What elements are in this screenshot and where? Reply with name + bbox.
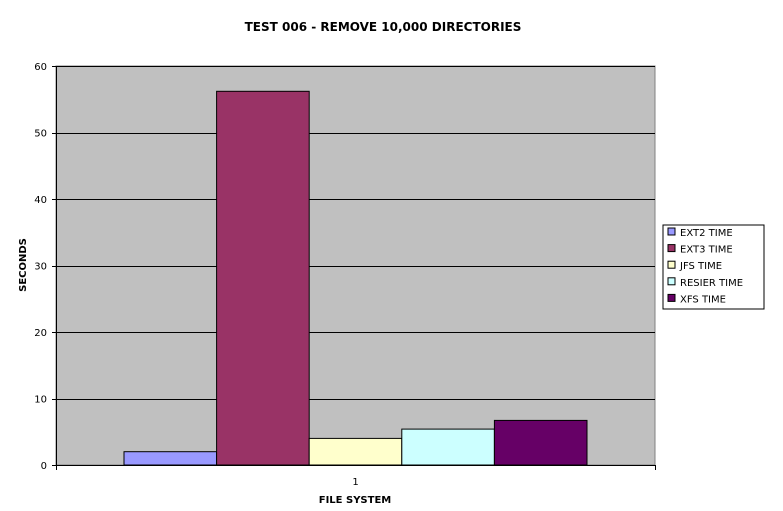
bar-xfs-time [493,419,588,466]
y-tick-label: 20 [34,328,47,339]
legend-swatch [667,277,676,286]
chart-title: TEST 006 - REMOVE 10,000 DIRECTORIES [245,20,522,34]
bar-ext2-time [123,451,218,466]
y-tick-label: 10 [34,395,47,406]
legend-swatch [667,260,676,269]
legend-label: JFS TIME [679,261,722,272]
y-tick-label: 0 [41,461,47,472]
x-axis-label: FILE SYSTEM [319,495,392,506]
legend-label: RESIER TIME [680,278,743,289]
x-tick-labels: 1 [352,477,358,488]
axes [52,66,656,470]
legend-swatch [667,227,676,236]
y-tick-label: 40 [34,195,47,206]
grid-lines [56,66,655,400]
legend-label: EXT3 TIME [680,245,733,256]
bars [123,90,588,466]
y-tick-labels: 0 10 20 30 40 50 60 [34,62,47,472]
legend: EXT2 TIME EXT3 TIME JFS TIME RESIER TIME XFS… [662,224,765,310]
legend-box [662,224,765,310]
x-tick-label: 1 [352,477,358,488]
bar-resier-time [401,428,495,466]
bar-ext3-time [216,90,310,466]
legend-label: EXT2 TIME [680,228,733,239]
plot-area [55,65,656,466]
y-axis-label: SECONDS [18,238,29,292]
legend-swatch [667,293,676,302]
legend-swatch [667,244,676,253]
legend-label: XFS TIME [680,294,726,305]
y-tick-label: 60 [34,62,47,73]
bar-jfs-time [308,437,403,466]
y-tick-label: 30 [34,262,47,273]
y-tick-label: 50 [34,129,47,140]
